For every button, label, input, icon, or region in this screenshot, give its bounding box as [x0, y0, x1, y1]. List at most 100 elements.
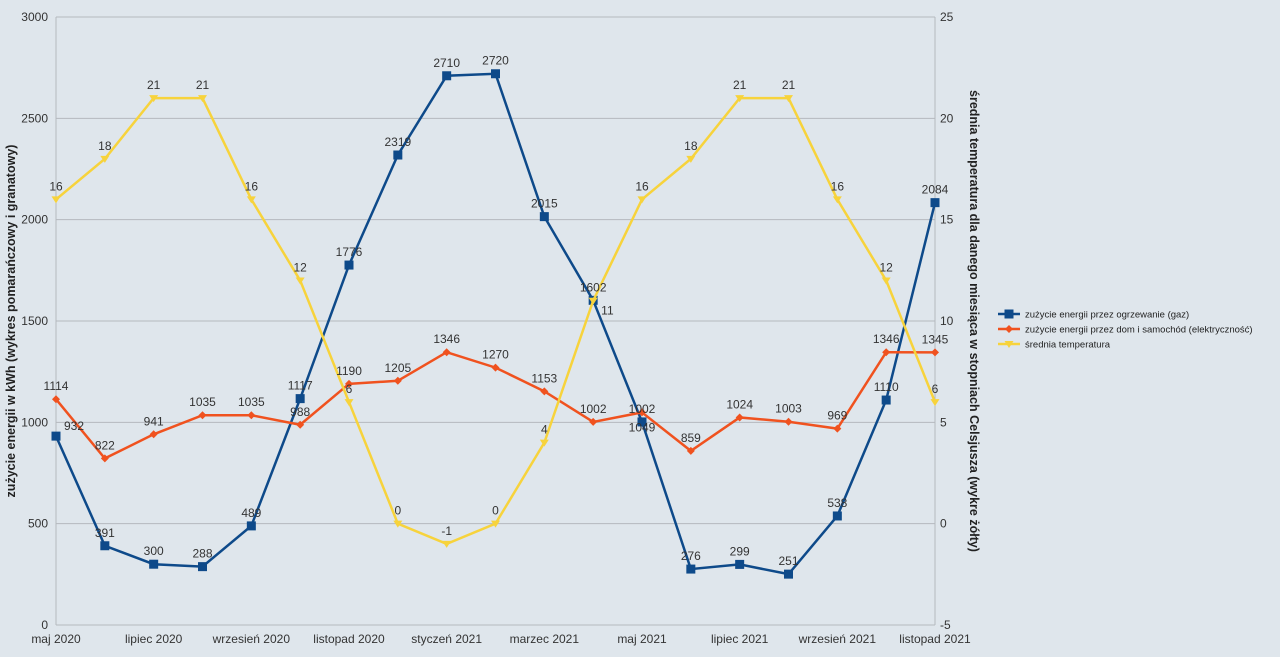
data-label: 1003 — [775, 402, 802, 416]
x-tick-label: lipiec 2021 — [711, 632, 769, 646]
x-tick-label: maj 2021 — [617, 632, 667, 646]
data-point — [442, 348, 451, 357]
y-tick-label: 1000 — [21, 415, 48, 429]
y2-tick-label: 5 — [940, 415, 947, 429]
data-label: 1049 — [629, 420, 656, 434]
data-label: 0 — [394, 504, 401, 518]
data-label: 988 — [290, 405, 310, 419]
legend-entry: zużycie energii przez ogrzewanie (gaz) — [1025, 310, 1189, 321]
data-label: 391 — [95, 526, 115, 540]
data-point — [100, 541, 110, 551]
y-tick-label: 3000 — [21, 10, 48, 24]
data-point — [198, 95, 207, 103]
x-tick-label: maj 2020 — [31, 632, 81, 646]
data-label: 300 — [144, 544, 164, 558]
data-point — [686, 155, 696, 163]
data-label: 2084 — [922, 183, 949, 197]
data-point — [832, 196, 842, 204]
data-label: 16 — [831, 179, 845, 193]
data-point — [198, 411, 207, 420]
data-point — [100, 155, 110, 163]
data-point — [52, 395, 60, 404]
data-label: 1110 — [874, 380, 899, 394]
data-label: 932 — [64, 419, 84, 433]
data-label: 538 — [827, 496, 847, 510]
data-point — [539, 212, 549, 222]
x-tick-label: marzec 2021 — [510, 632, 580, 646]
data-point — [735, 95, 745, 103]
data-point — [784, 569, 793, 579]
data-label: 1270 — [482, 348, 509, 362]
data-point — [882, 348, 891, 357]
data-label: 1024 — [726, 397, 753, 411]
x-tick-label: lipiec 2020 — [125, 632, 183, 646]
data-point — [1005, 325, 1013, 333]
data-label: 251 — [778, 554, 798, 568]
data-label: 299 — [730, 544, 750, 558]
data-point — [540, 387, 549, 396]
data-label: 16 — [635, 179, 649, 193]
y2-tick-label: 10 — [940, 314, 954, 328]
x-tick-label: listopad 2021 — [899, 632, 971, 646]
data-label: 6 — [346, 382, 353, 396]
data-point — [393, 520, 403, 528]
data-point — [51, 196, 61, 204]
data-point — [588, 297, 598, 305]
data-point — [246, 521, 256, 531]
legend: zużycie energii przez ogrzewanie (gaz) zu… — [998, 309, 1253, 351]
data-point — [686, 446, 695, 455]
gridlines — [56, 16, 935, 626]
data-point — [100, 454, 109, 463]
data-point — [931, 348, 939, 357]
data-point — [295, 394, 305, 404]
data-point — [637, 417, 647, 427]
data-label: 969 — [827, 409, 847, 423]
y-tick-label: 1500 — [21, 314, 48, 328]
data-label: 489 — [241, 506, 261, 520]
data-label: -1 — [441, 524, 452, 538]
data-point — [393, 150, 403, 160]
x-tick-label: listopad 2020 — [313, 632, 385, 646]
data-point — [491, 69, 500, 79]
series-group — [51, 69, 940, 579]
data-label: 1776 — [336, 245, 363, 259]
data-label: 21 — [196, 78, 210, 92]
data-point — [393, 376, 402, 385]
data-label: 1346 — [873, 332, 900, 346]
y2-axis-title: średnia temperatura dla danego miesiąca … — [967, 90, 981, 552]
data-label: 941 — [144, 414, 164, 428]
data-point — [881, 277, 891, 285]
data-label: 4 — [541, 423, 548, 437]
data-label: 12 — [879, 260, 893, 274]
series-1 — [51, 69, 940, 579]
data-point — [442, 71, 452, 81]
y2-tick-label: -5 — [940, 618, 951, 632]
data-label: 21 — [147, 78, 161, 92]
data-point — [344, 399, 354, 407]
x-tick-label: wrzesień 2020 — [212, 632, 291, 646]
data-point — [833, 424, 842, 433]
data-point — [344, 260, 354, 270]
data-point — [198, 562, 207, 572]
data-label: 859 — [681, 431, 701, 445]
data-label: 2720 — [482, 54, 509, 68]
data-label: 822 — [95, 438, 115, 452]
series-3 — [51, 95, 940, 548]
y2-tick-label: 0 — [940, 517, 947, 531]
data-label: 1002 — [580, 402, 607, 416]
data-point — [491, 520, 500, 528]
data-label: 16 — [49, 179, 63, 193]
data-point — [638, 408, 646, 417]
data-point — [637, 196, 647, 204]
data-point — [881, 395, 891, 405]
data-label: 288 — [192, 547, 212, 561]
data-label: 1035 — [189, 395, 216, 409]
data-point — [491, 363, 500, 372]
data-label: 1190 — [336, 364, 362, 378]
data-point — [296, 420, 305, 429]
data-point — [149, 95, 159, 103]
data-point — [51, 431, 61, 441]
data-label: 16 — [245, 179, 259, 193]
data-label: 1602 — [580, 280, 607, 294]
